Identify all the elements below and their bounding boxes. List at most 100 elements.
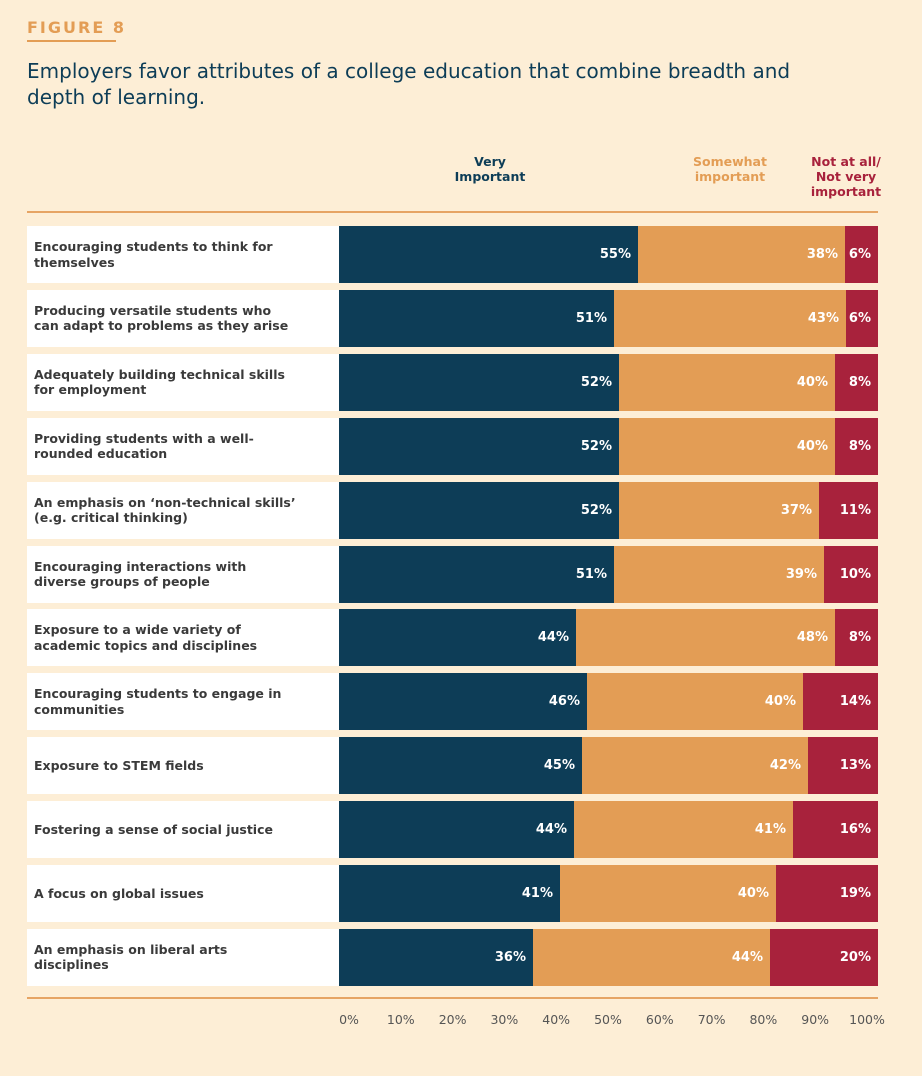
- category-label: An emphasis on ‘non-technical skills’ (e…: [27, 481, 339, 539]
- x-tick-label: 30%: [490, 1012, 519, 1027]
- data-label: 36%: [494, 949, 526, 965]
- data-label: 16%: [839, 822, 871, 838]
- bar-segment-not: 8%: [835, 353, 878, 411]
- data-label: 52%: [580, 502, 612, 518]
- data-label: 42%: [769, 758, 801, 774]
- category-label: Encouraging students to think for themse…: [27, 226, 339, 283]
- data-label: 51%: [575, 310, 607, 326]
- bar-segment-not: 20%: [770, 928, 878, 986]
- bar-segment-somewhat: 39%: [614, 545, 824, 603]
- data-label: 19%: [839, 886, 871, 901]
- bar-segment-somewhat: 44%: [533, 928, 770, 986]
- data-label: 55%: [599, 247, 631, 262]
- data-label: 44%: [537, 630, 569, 646]
- x-tick-label: 60%: [645, 1012, 674, 1027]
- figure-label: FIGURE 8: [27, 18, 126, 37]
- data-label: 6%: [848, 247, 871, 262]
- bar-segment-not: 8%: [835, 417, 878, 475]
- bar-segment-somewhat: 40%: [560, 865, 776, 922]
- category-label: Fostering a sense of social justice: [27, 801, 339, 859]
- bar-segment-not: 16%: [793, 801, 878, 859]
- bar-segment-not: 19%: [776, 865, 878, 922]
- category-label: Providing students with a well-rounded e…: [27, 417, 339, 475]
- bar-segment-very: 46%: [339, 673, 587, 731]
- data-label: 37%: [780, 502, 812, 518]
- bar-segment-somewhat: 48%: [576, 609, 835, 667]
- category-label: An emphasis on liberal arts disciplines: [27, 928, 339, 986]
- data-label: 43%: [807, 310, 839, 326]
- x-tick-label: 80%: [749, 1012, 778, 1027]
- figure-label-underline: [27, 40, 116, 42]
- bar-segment-not: 6%: [846, 289, 878, 347]
- data-label: 6%: [848, 310, 871, 326]
- data-label: 39%: [785, 566, 817, 582]
- data-label: 40%: [764, 694, 796, 710]
- category-label: Encouraging interactions with diverse gr…: [27, 545, 339, 603]
- data-label: 44%: [535, 822, 567, 838]
- bar-segment-not: 10%: [824, 545, 878, 603]
- bar-segment-very: 44%: [339, 609, 576, 667]
- bar-segment-somewhat: 43%: [614, 289, 846, 347]
- x-tick-label: 50%: [594, 1012, 622, 1027]
- x-tick-label: 0%: [339, 1012, 359, 1027]
- data-label: 40%: [796, 438, 828, 454]
- bar-segment-very: 45%: [339, 737, 582, 795]
- data-label: 13%: [839, 758, 871, 774]
- legend-somewhat-important: Somewhat important: [693, 154, 767, 184]
- x-tick-label: 20%: [438, 1012, 467, 1027]
- bar-segment-somewhat: 41%: [574, 801, 793, 859]
- data-label: 8%: [848, 438, 871, 454]
- data-label: 38%: [806, 247, 838, 262]
- bar-segment-not: 11%: [819, 481, 878, 539]
- category-label: Encouraging students to engage in commun…: [27, 673, 339, 731]
- bar-segment-very: 55%: [339, 226, 638, 283]
- data-label: 40%: [796, 374, 828, 390]
- data-label: 8%: [848, 630, 871, 646]
- data-label: 40%: [737, 886, 769, 901]
- bar-segment-somewhat: 38%: [638, 226, 845, 283]
- bar-segment-very: 52%: [339, 481, 619, 539]
- legend-not-important: Not at all/ Not very important: [810, 154, 882, 199]
- bar-segment-somewhat: 40%: [619, 417, 835, 475]
- bar-segment-very: 52%: [339, 353, 619, 411]
- data-label: 52%: [580, 438, 612, 454]
- bar-segment-not: 6%: [845, 226, 878, 283]
- data-label: 44%: [731, 949, 763, 965]
- bar-segment-not: 14%: [803, 673, 878, 731]
- bar-segment-not: 13%: [808, 737, 878, 795]
- x-tick-label: 100%: [849, 1012, 885, 1027]
- data-label: 10%: [839, 566, 871, 582]
- category-label: Exposure to STEM fields: [27, 737, 339, 795]
- data-label: 41%: [754, 822, 786, 838]
- data-label: 14%: [839, 694, 871, 710]
- data-label: 11%: [839, 502, 871, 518]
- bottom-rule: [27, 997, 878, 999]
- x-tick-label: 40%: [542, 1012, 571, 1027]
- bar-segment-somewhat: 40%: [587, 673, 803, 731]
- bar-segment-not: 8%: [835, 609, 878, 667]
- data-label: 20%: [839, 949, 871, 965]
- category-label: Exposure to a wide variety of academic t…: [27, 609, 339, 667]
- category-label: A focus on global issues: [27, 865, 339, 922]
- top-rule: [27, 211, 878, 213]
- data-label: 45%: [543, 758, 575, 774]
- data-label: 8%: [848, 374, 871, 390]
- x-tick-label: 70%: [697, 1012, 726, 1027]
- x-tick-label: 10%: [386, 1012, 415, 1027]
- bar-segment-very: 51%: [339, 289, 614, 347]
- bar-segment-very: 36%: [339, 928, 533, 986]
- chart-title: Employers favor attributes of a college …: [27, 59, 791, 109]
- category-label: Adequately building technical skills for…: [27, 353, 339, 411]
- bar-segment-somewhat: 42%: [582, 737, 808, 795]
- data-label: 48%: [796, 630, 828, 646]
- bar-segment-very: 41%: [339, 865, 560, 922]
- bar-segment-very: 52%: [339, 417, 619, 475]
- category-label: Producing versatile students who can ada…: [27, 289, 339, 347]
- data-label: 51%: [575, 566, 607, 582]
- legend-very-important: Very Important: [454, 154, 526, 184]
- data-label: 46%: [548, 694, 580, 710]
- bar-segment-very: 44%: [339, 801, 574, 859]
- bar-segment-somewhat: 40%: [619, 353, 835, 411]
- x-tick-label: 90%: [801, 1012, 830, 1027]
- bar-segment-somewhat: 37%: [619, 481, 819, 539]
